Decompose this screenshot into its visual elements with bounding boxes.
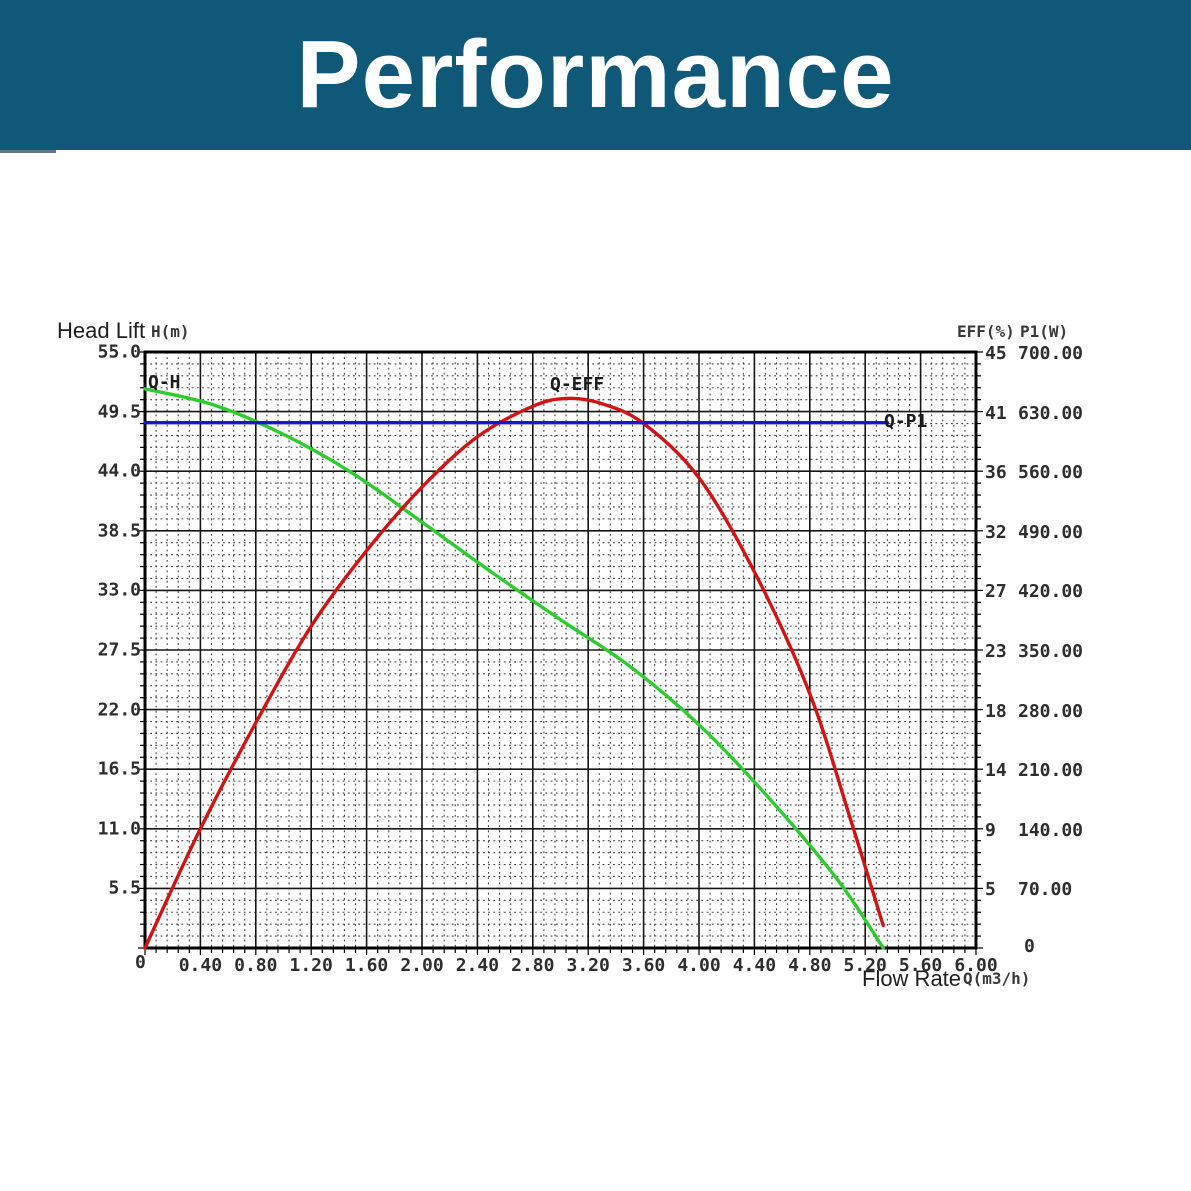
x-axis-tick-label: 4.80 (788, 955, 832, 976)
eff-axis-tick-label: 41 (985, 402, 1007, 424)
left-axis-tick-label: 5.5 (108, 877, 141, 899)
left-axis-unit: H(m) (151, 322, 190, 341)
x-axis-tick-label: 5.60 (898, 955, 943, 976)
origin-tick-label: 0 (135, 952, 146, 973)
header-edge-artifact (0, 150, 56, 153)
p1-axis-tick-label: 350.00 (1018, 641, 1084, 662)
p1-axis-tick-label: 140.00 (1018, 819, 1084, 841)
right-axis-eff-header: EFF(%) (957, 322, 1015, 341)
p1-axis-tick-label: 490.00 (1018, 521, 1084, 543)
x-axis-tick-label: 6.00 (954, 955, 998, 976)
q-p1-curve-label: Q-P1 (884, 411, 928, 432)
p1-axis-tick-label: 560.00 (1018, 462, 1084, 484)
plot-area (138, 350, 983, 955)
x-axis-unit: Q(m3/h) (963, 969, 1031, 988)
eff-axis-tick-label: 14 (985, 760, 1007, 782)
x-axis-tick-label: 1.60 (344, 955, 389, 976)
page-title: Performance (296, 21, 895, 128)
x-axis-title: Flow Rate (862, 966, 962, 991)
left-axis-tick-label: 11.0 (97, 818, 141, 840)
left-axis-tick-label: 49.5 (97, 401, 141, 423)
eff-axis-tick-label: 27 (985, 581, 1007, 603)
p1-axis-tick-label: 280.00 (1018, 700, 1084, 722)
q-eff-curve-label: Q-EFF (550, 374, 605, 395)
left-axis-tick-label: 55.0 (97, 341, 141, 363)
x-axis-tick-label: 4.40 (732, 955, 777, 976)
x-axis-tick-label: 2.40 (455, 955, 500, 976)
x-axis-tick-label: 3.20 (566, 955, 610, 976)
x-axis-tick-label: 0.40 (178, 955, 223, 976)
left-axis-tick-label: 27.5 (97, 639, 141, 661)
p1-axis-tick-label: 700.00 (1018, 343, 1084, 364)
performance-chart: Head Lift H(m) EFF(%) P1(W) Flow Rate Q(… (57, 318, 1084, 991)
left-axis-tick-label: 38.5 (97, 520, 141, 542)
q-h-curve-label: Q-H (148, 372, 181, 393)
eff-axis-tick-label: 18 (985, 700, 1007, 722)
x-axis-tick-label: 4.00 (677, 955, 721, 976)
eff-axis-tick-label: 45 (985, 343, 1007, 364)
left-axis-tick-label: 16.5 (97, 758, 141, 780)
p1-axis-tick-label: 420.00 (1018, 581, 1084, 603)
right-axis-p1-header: P1(W) (1020, 322, 1069, 341)
p1-axis-tick-label: 210.00 (1018, 760, 1084, 782)
x-axis-tick-label: 0.80 (234, 955, 278, 976)
left-axis-title: Head Lift (57, 318, 146, 343)
left-axis-tick-label: 44.0 (97, 460, 141, 482)
x-axis-tick-label: 5.20 (843, 955, 887, 976)
p1-axis-tick-label: 70.00 (1018, 879, 1073, 901)
x-axis-tick-label: 2.80 (511, 955, 555, 976)
x-axis-tick-label: 3.60 (621, 955, 666, 976)
left-axis-tick-label: 22.0 (97, 699, 141, 721)
eff-axis-tick-label: 32 (985, 521, 1007, 543)
curve-q-h (143, 387, 885, 950)
eff-axis-tick-label: 36 (985, 462, 1007, 484)
eff-axis-tick-label: 5 (985, 879, 996, 901)
x-axis-tick-label: 1.20 (289, 955, 333, 976)
left-axis-tick-label: 33.0 (97, 579, 141, 601)
right-axis-zero-label: 0 (1024, 936, 1035, 957)
plot-border (143, 350, 978, 950)
x-axis-tick-label: 2.00 (400, 955, 444, 976)
p1-axis-tick-label: 630.00 (1018, 402, 1084, 424)
curve-q-eff (143, 396, 885, 950)
header-banner: Performance (0, 0, 1191, 150)
eff-axis-tick-label: 9 (985, 819, 996, 841)
eff-axis-tick-label: 23 (985, 641, 1007, 662)
